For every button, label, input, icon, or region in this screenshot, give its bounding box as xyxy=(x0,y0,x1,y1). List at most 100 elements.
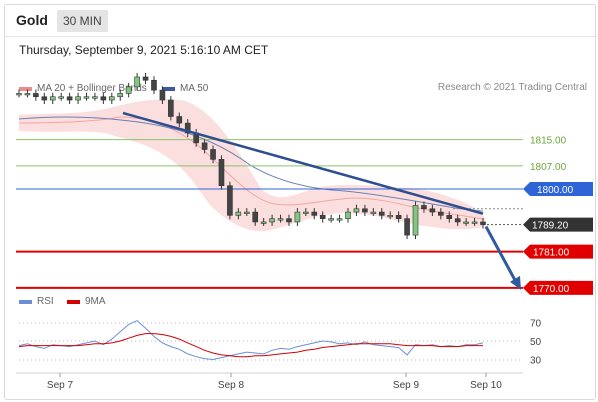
candle-body xyxy=(463,221,469,224)
price-chart: 1815.00 1807.00 1800.00 1781.00 1770.00 1789.… xyxy=(16,73,595,391)
candle-body xyxy=(168,99,174,117)
candle-body xyxy=(24,93,31,96)
candle-body xyxy=(142,76,149,81)
legend-ma50-label: MA 50 xyxy=(180,83,209,94)
candle-body xyxy=(16,93,22,96)
x-tick-label: Sep 9 xyxy=(393,380,420,391)
rsi-tick-label: 30 xyxy=(530,356,542,367)
timestamp: Thursday, September 9, 2021 5:16:10 AM C… xyxy=(19,43,269,57)
rsi-line xyxy=(18,320,484,361)
candle-body xyxy=(176,116,183,124)
candle-body xyxy=(378,211,385,216)
candle-body xyxy=(395,215,402,219)
candle-body xyxy=(210,149,216,160)
candle-body xyxy=(260,221,267,224)
candle-body xyxy=(235,211,242,216)
candle-body xyxy=(269,218,275,223)
ma50-line xyxy=(18,116,484,212)
candle-body xyxy=(446,215,453,219)
candle-body xyxy=(471,221,478,224)
chart-card: Gold 30 MIN Thursday, September 9, 2021 … xyxy=(4,4,596,400)
ma9-swatch xyxy=(67,299,80,304)
x-tick-label: Sep 8 xyxy=(218,380,245,391)
candle-body xyxy=(294,211,301,223)
resistance-label: 1815.00 xyxy=(530,136,567,147)
projection-arrow xyxy=(484,225,519,285)
candle-body xyxy=(336,218,343,221)
candle-body xyxy=(362,208,368,213)
ma20-line xyxy=(18,116,484,220)
rsi-swatch xyxy=(19,299,32,304)
candle-body xyxy=(412,205,419,236)
legend-ma-bb: MA 20 + Bollinger Bands xyxy=(19,83,147,94)
candle-body xyxy=(58,96,64,99)
candle-body xyxy=(286,218,292,223)
support-tag xyxy=(523,244,593,259)
header-divider xyxy=(5,36,595,37)
candle-body xyxy=(353,208,360,213)
candle-body xyxy=(41,96,48,101)
resistance-label: 1800.00 xyxy=(537,185,574,196)
candle-body xyxy=(480,221,486,225)
candle-body xyxy=(151,79,157,91)
candle-body xyxy=(438,211,444,216)
support-label: 1781.00 xyxy=(533,248,570,259)
timeframe-badge[interactable]: 30 MIN xyxy=(57,10,108,32)
x-tick-label: Sep 10 xyxy=(470,380,502,391)
candle-body xyxy=(227,185,233,216)
legend-rsi-label: RSI xyxy=(37,296,54,307)
candle-body xyxy=(125,86,132,94)
candle-body xyxy=(159,89,166,101)
current-price-tag xyxy=(523,217,593,232)
candle-body xyxy=(201,142,208,150)
rsi-tick-label: 70 xyxy=(530,319,542,330)
candle-body xyxy=(328,218,334,221)
projection-arrowhead xyxy=(510,275,521,290)
candle-body xyxy=(387,215,394,218)
legend-9ma: 9MA xyxy=(67,296,106,307)
resistance-tag xyxy=(523,182,593,196)
candle-body xyxy=(100,96,107,101)
candle-body xyxy=(345,211,351,219)
candle-body xyxy=(134,76,140,88)
candle-body xyxy=(429,208,436,213)
legend-9ma-label: 9MA xyxy=(85,296,106,307)
rsi-ma9-line xyxy=(18,333,483,358)
candle-body xyxy=(404,218,410,236)
candle-body xyxy=(184,122,191,134)
candle-body xyxy=(421,205,427,210)
candle-body xyxy=(311,211,318,216)
ma-bb-swatch xyxy=(19,86,32,91)
candle-body xyxy=(66,96,73,101)
candle-body xyxy=(83,96,90,99)
legend-ma50: MA 50 xyxy=(162,83,208,94)
candle-body xyxy=(75,96,81,101)
resistance-label: 1807.00 xyxy=(530,162,567,173)
candle-body xyxy=(49,96,56,101)
candle-body xyxy=(109,96,115,101)
candle-body xyxy=(92,96,98,99)
legend-ma-bb-label: MA 20 + Bollinger Bands xyxy=(37,83,147,94)
candle-body xyxy=(370,211,377,214)
candle-body xyxy=(243,211,250,214)
candle-body xyxy=(319,215,326,219)
candle-body xyxy=(454,218,461,223)
x-tick-label: Sep 7 xyxy=(47,380,74,391)
research-credit: Research © 2021 Trading Central xyxy=(437,82,587,93)
candle-body xyxy=(252,211,259,223)
support-label: 1770.00 xyxy=(533,284,570,295)
candle-body xyxy=(303,211,309,214)
legend-rsi: RSI xyxy=(19,296,54,307)
bollinger-band xyxy=(19,99,485,232)
candle-body xyxy=(277,218,284,221)
asset-title: Gold xyxy=(16,12,48,28)
chart-header: Gold 30 MIN xyxy=(5,5,595,35)
candle-body xyxy=(218,159,225,187)
ma50-swatch xyxy=(162,86,175,91)
candle-body xyxy=(117,93,124,98)
candle-body xyxy=(33,93,39,98)
current-price-label: 1789.20 xyxy=(532,221,569,232)
trendline xyxy=(122,111,484,215)
rsi-tick-label: 50 xyxy=(530,337,542,348)
support-tag xyxy=(523,280,593,295)
